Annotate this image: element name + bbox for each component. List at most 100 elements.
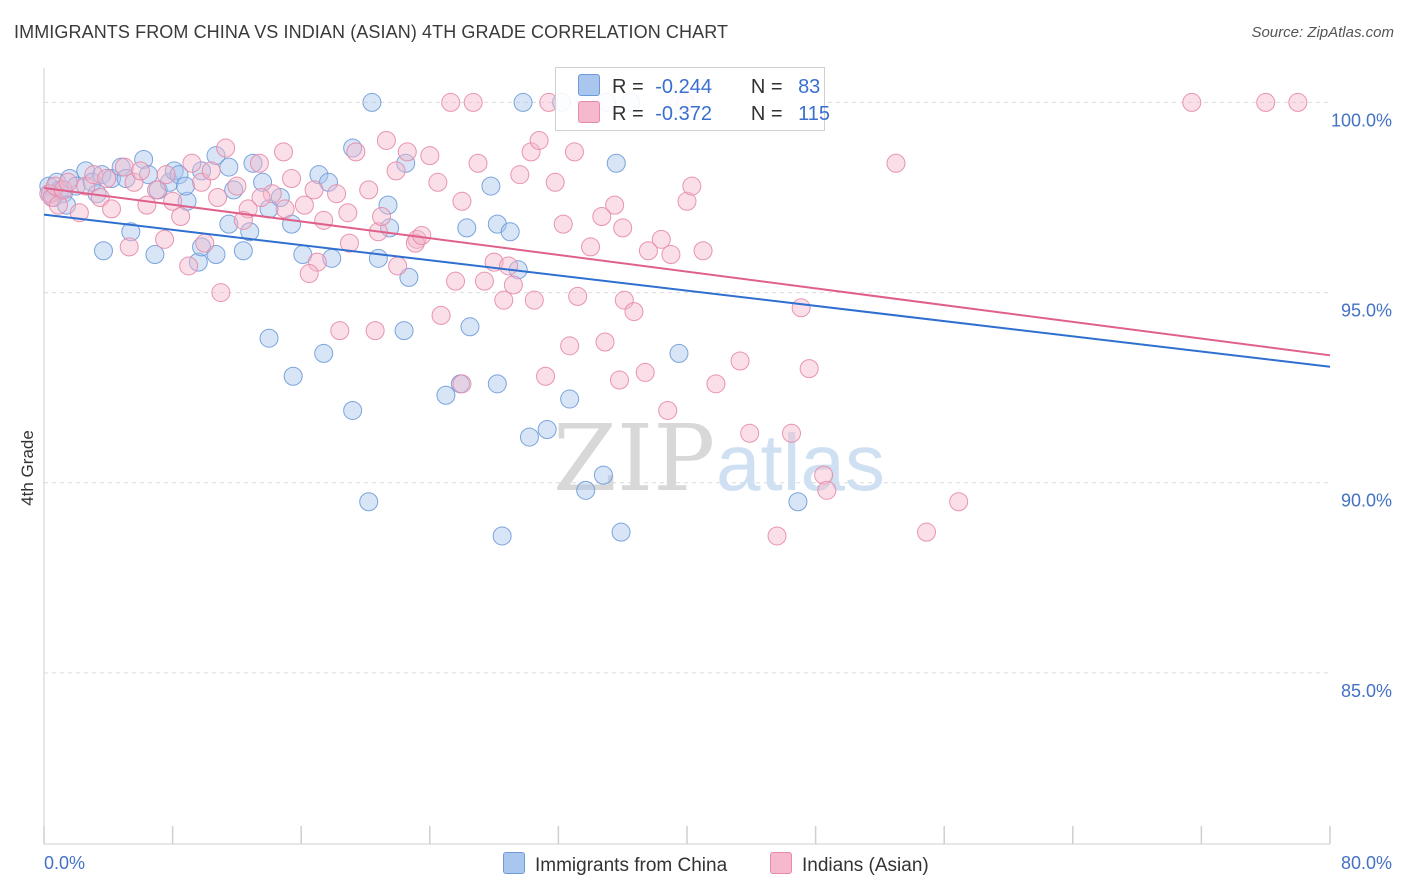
china-point: [283, 366, 303, 386]
indian-point: [468, 153, 488, 173]
x-tick-label-min: 0.0%: [44, 853, 85, 873]
indian-point: [682, 176, 702, 196]
china-point: [788, 492, 808, 512]
legend-row-china: R = -0.244 N = 83: [578, 74, 820, 100]
china-point: [669, 343, 689, 363]
y-axis-label: 4th Grade: [18, 430, 37, 506]
axes: [43, 68, 1331, 845]
china-point: [206, 245, 226, 265]
bottom-legend-label-china: Immigrants from China: [535, 855, 728, 876]
indian-point: [294, 195, 314, 215]
indian-point: [84, 165, 104, 185]
indian-point: [420, 146, 440, 166]
indian-point: [693, 241, 713, 261]
indian-point: [195, 233, 215, 253]
china-point: [460, 317, 480, 337]
indian-point: [201, 161, 221, 181]
indian-point: [249, 153, 269, 173]
indian-point: [405, 233, 425, 253]
china-point: [359, 492, 379, 512]
indian-point: [441, 92, 461, 112]
indian-point: [262, 184, 282, 204]
indian-point: [529, 130, 549, 150]
indian-point: [397, 142, 417, 162]
china-point: [224, 180, 244, 200]
indian-point: [274, 142, 294, 162]
source-credit: Source: ZipAtlas.com: [1251, 24, 1394, 41]
china-point: [487, 374, 507, 394]
bottom-legend-indian: Indians (Asian): [770, 852, 929, 877]
indian-point: [730, 351, 750, 371]
china-point: [513, 92, 533, 112]
indian-point: [494, 290, 514, 310]
indian-point: [767, 526, 787, 546]
indian-point: [119, 237, 139, 257]
china-point: [593, 465, 613, 485]
indian-point: [365, 321, 385, 341]
indian-point: [553, 214, 573, 234]
bottom-legend-swatch-china: [503, 852, 525, 874]
china-point: [243, 153, 263, 173]
indian-point: [275, 199, 295, 219]
bottom-legend-label-indian: Indians (Asian): [802, 855, 929, 876]
china-point: [537, 419, 557, 439]
china-point: [233, 241, 253, 261]
indian-point: [359, 180, 379, 200]
china-point: [362, 92, 382, 112]
china-point: [436, 385, 456, 405]
indian-point: [503, 275, 523, 295]
legend-n-label: N =: [750, 76, 783, 98]
china-point: [519, 427, 539, 447]
indian-point: [376, 130, 396, 150]
indian-point: [605, 195, 625, 215]
china-point: [560, 389, 580, 409]
indian-point: [428, 172, 448, 192]
legend-r-value-indian: -0.372: [655, 103, 712, 125]
legend-swatch-indian: [578, 101, 600, 123]
chart-title: IMMIGRANTS FROM CHINA VS INDIAN (ASIAN) …: [14, 22, 729, 42]
bottom-legend-swatch-indian: [770, 852, 792, 874]
indian-point: [651, 229, 671, 249]
indian-point: [251, 187, 271, 207]
indian-point: [581, 237, 601, 257]
china-point: [309, 165, 329, 185]
indian-point: [304, 180, 324, 200]
series-china-points: [39, 92, 808, 546]
indian-point: [282, 168, 302, 188]
indian-point: [706, 374, 726, 394]
indian-point: [452, 191, 472, 211]
china-point: [500, 222, 520, 242]
indian-point: [431, 305, 451, 325]
indian-point: [474, 271, 494, 291]
indian-point: [155, 229, 175, 249]
china-point: [192, 161, 212, 181]
china-point: [378, 195, 398, 215]
indian-point: [536, 366, 556, 386]
china-point: [240, 222, 260, 242]
legend-n-value-indian: 115: [798, 103, 830, 125]
legend-r-value-china: -0.244: [655, 76, 712, 98]
indian-point: [949, 492, 969, 512]
indian-point: [211, 283, 231, 303]
indian-point: [327, 184, 347, 204]
china-point: [259, 328, 279, 348]
y-tick-label: 90.0%: [1341, 491, 1392, 511]
indian-point: [1256, 92, 1276, 112]
china-point: [206, 146, 226, 166]
indian-point: [799, 359, 819, 379]
indian-point: [69, 203, 89, 223]
indian-point: [463, 92, 483, 112]
indian-point: [330, 321, 350, 341]
indian-point: [58, 172, 78, 192]
indian-point: [76, 176, 96, 196]
indian-point: [314, 210, 334, 230]
trend-lines: [43, 186, 1331, 368]
indian-point: [124, 172, 144, 192]
china-point: [492, 526, 512, 546]
indian-point: [564, 142, 584, 162]
china-point: [134, 149, 154, 169]
china-point: [343, 400, 363, 420]
china-point: [576, 480, 596, 500]
indian-point: [147, 180, 167, 200]
